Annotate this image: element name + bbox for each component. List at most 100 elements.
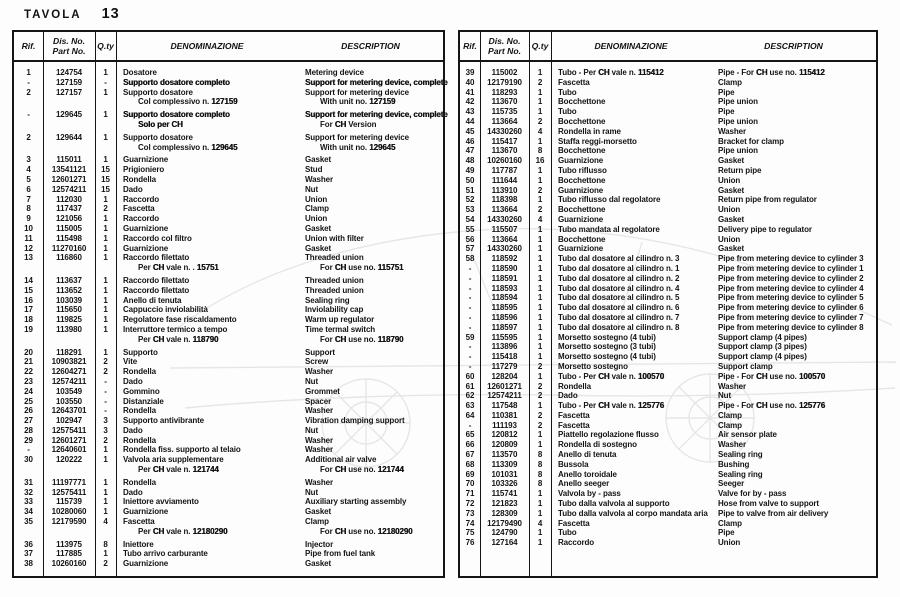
part-number-cell: 118293 <box>491 87 518 97</box>
ref-number-cell: 9 <box>26 214 31 224</box>
ref-number-cell: 76 <box>465 538 475 548</box>
part-row: 31 11197771 1 Rondella Washer <box>14 478 443 488</box>
ref-number-cell: - <box>468 293 472 303</box>
part-number-cell: 124790 <box>491 528 518 538</box>
denominazione-cell: Tubo <box>558 87 577 97</box>
quantity-cell: 2 <box>103 435 108 445</box>
part-number-cell: 119825 <box>56 315 82 325</box>
quantity-cell: 8 <box>537 479 543 489</box>
quantity-cell: 1 <box>537 244 543 254</box>
part-row: 75 124790 1 Tubo Pipe <box>460 528 876 538</box>
ref-number-cell: 23 <box>24 376 33 386</box>
column-divider <box>43 32 44 576</box>
ref-number-cell: 26 <box>24 406 33 416</box>
ref-number-cell: - <box>468 342 472 352</box>
part-number-cell: 115735 <box>491 107 518 117</box>
quantity-cell: 1 <box>103 324 108 334</box>
part-row: 13 116860 1 Raccordo filettato Per CH vale n… <box>14 253 443 276</box>
part-row: 37 117885 1 Tubo arrivo carburante Pipe from… <box>14 549 443 559</box>
denominazione-cell: Fascetta <box>558 518 590 528</box>
part-row: 41 118293 1 Tubo Pipe <box>460 88 876 98</box>
denominazione-cell: Iniettore <box>123 539 154 549</box>
part-number-cell: 129644 <box>55 132 83 142</box>
quantity-cell: 16 <box>535 156 545 166</box>
part-row: 10 115005 1 Guarnizione Gasket <box>14 224 443 234</box>
part-row: 44 113664 2 Bocchettone Pipe union <box>460 117 876 127</box>
part-number-cell: 11197771 <box>52 477 86 487</box>
ref-number-cell: 73 <box>465 508 475 518</box>
part-row: 2 127157 1 Supporto dosatore Col complessivo… <box>14 88 443 111</box>
denominazione-cell: Tubo - Per CH vale n. 125776 <box>558 401 665 411</box>
ref-number-cell: 43 <box>465 107 475 117</box>
description-cell: Pipe from metering device to cylinder 6 <box>718 303 864 313</box>
part-number-cell: 113975 <box>56 539 82 549</box>
ref-number-cell: 28 <box>24 425 33 435</box>
denominazione-note: Col complessivo n. 127159 <box>138 97 238 107</box>
page-number: 13 <box>101 6 120 22</box>
description-cell: Support for metering device, complete For… <box>305 110 448 129</box>
denominazione-cell: Supporto dosatore completo <box>123 77 230 87</box>
col-header-denominazione: DENOMINAZIONE <box>551 32 711 62</box>
description-cell: Grommet <box>305 386 340 396</box>
quantity-cell: 1 <box>537 97 543 107</box>
denominazione-cell: Bocchettone <box>558 175 606 185</box>
part-row: 58 118592 1 Tubo dal dosatore al cilindro n… <box>460 254 876 264</box>
quantity-cell: 1 <box>103 305 108 315</box>
ref-number-cell: - <box>468 303 472 313</box>
quantity-cell: 2 <box>103 367 108 377</box>
description-cell: Hose from valve to support <box>718 499 819 509</box>
denominazione-cell: Raccordo <box>123 214 160 224</box>
part-row: - 12640601 1 Rondella fiss. supporto al tel… <box>14 445 443 455</box>
part-number-cell: 12604271 <box>51 367 87 377</box>
ref-number-cell: - <box>27 110 30 120</box>
part-row: 69 101031 8 Anello toroidale Sealing ring <box>460 470 876 480</box>
ref-number-cell: 62 <box>465 391 475 401</box>
denominazione-cell: Gommino <box>123 386 160 396</box>
description-cell: Sealing ring <box>305 295 350 305</box>
quantity-cell: 2 <box>103 357 108 367</box>
quantity-cell: 1 <box>103 110 108 120</box>
part-number-cell: 113570 <box>491 450 518 460</box>
part-row: - 118595 1 Tubo dal dosatore al cilindro n.… <box>460 303 876 313</box>
quantity-cell: 8 <box>537 469 543 479</box>
part-row: - 113896 1 Morsetto sostegno (3 tubi) Suppor… <box>460 342 876 352</box>
quantity-cell: 1 <box>537 263 543 273</box>
part-number-cell: 12575411 <box>51 487 87 497</box>
ref-number-cell: - <box>468 273 472 283</box>
description-cell: Support for metering device With unit no.… <box>298 133 443 156</box>
part-row: 54 14330260 4 Guarnizione Gasket <box>460 215 876 225</box>
part-row: - 118596 1 Tubo dal dosatore al cilindro n.… <box>460 313 876 323</box>
description-cell: Washer <box>718 126 747 136</box>
col-header-qty: Q.ty <box>95 32 116 62</box>
quantity-cell: 1 <box>537 508 543 518</box>
description-cell: Pipe - For CH use no. 115412 <box>718 68 825 77</box>
description-cell: Union <box>718 538 741 548</box>
denominazione-cell: Tubo arrivo carburante <box>123 549 208 559</box>
part-number-cell: 13541121 <box>51 165 87 175</box>
quantity-cell: 2 <box>537 410 543 420</box>
ref-number-cell: 55 <box>465 224 475 234</box>
part-number-cell: 103549 <box>55 386 83 396</box>
description-cell: Support for metering device, complete <box>305 77 448 87</box>
part-row: 49 117787 1 Tubo riflusso Return pipe <box>460 166 876 176</box>
quantity-cell: 1 <box>103 214 108 224</box>
denominazione-note: Per CH vale n. 118790 <box>138 334 219 344</box>
description-cell: Pipe to valve from air delivery <box>718 508 829 518</box>
ref-number-cell: 70 <box>465 479 475 489</box>
ref-number-cell: 40 <box>465 77 475 87</box>
denominazione-cell: Rondella <box>123 406 156 416</box>
part-number-cell: 117437 <box>56 204 82 214</box>
part-number-cell: 115595 <box>491 332 518 342</box>
denominazione-cell: Anello di tenuta <box>123 295 182 305</box>
description-cell: Pipe - For CH use no. 100570 <box>718 371 826 381</box>
part-row: 5 12601271 15 Rondella Washer <box>14 175 443 185</box>
denominazione-cell: Iniettore avviamento <box>123 497 199 507</box>
ref-number-cell: 31 <box>24 477 33 487</box>
description-cell: Gasket <box>718 156 745 166</box>
part-row: 35 12179590 4 Fascetta Per CH vale n. 121802… <box>14 517 443 540</box>
description-cell: Bracket for clamp <box>718 136 784 146</box>
part-row: 18 119825 1 Regolatore fase riscaldamento Wa… <box>14 315 443 325</box>
part-number-cell: 115002 <box>491 68 518 77</box>
part-number-cell: 113309 <box>491 459 518 469</box>
quantity-cell: 1 <box>537 528 543 538</box>
